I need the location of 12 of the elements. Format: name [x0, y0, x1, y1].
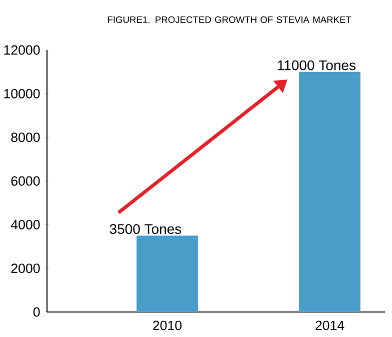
annotation: 3500 Tones: [110, 224, 182, 234]
y-tick-label: 2000: [11, 264, 40, 274]
y-tick-label: 6000: [11, 176, 40, 186]
y-tick-label: 0: [33, 307, 40, 317]
chart-title: FIGURE1. PROJECTED GROWTH OF STEVIA MARKET: [108, 16, 352, 23]
x-tick-label: 2010: [153, 320, 182, 330]
y-tick-label: 8000: [11, 132, 40, 142]
y-tick-label: 12000: [4, 45, 40, 55]
annotation: 11000 Tones: [278, 60, 356, 70]
y-tick-label: 4000: [10, 220, 40, 230]
x-tick-label: 2014: [316, 320, 344, 330]
y-tick-label: 10000: [4, 88, 40, 98]
